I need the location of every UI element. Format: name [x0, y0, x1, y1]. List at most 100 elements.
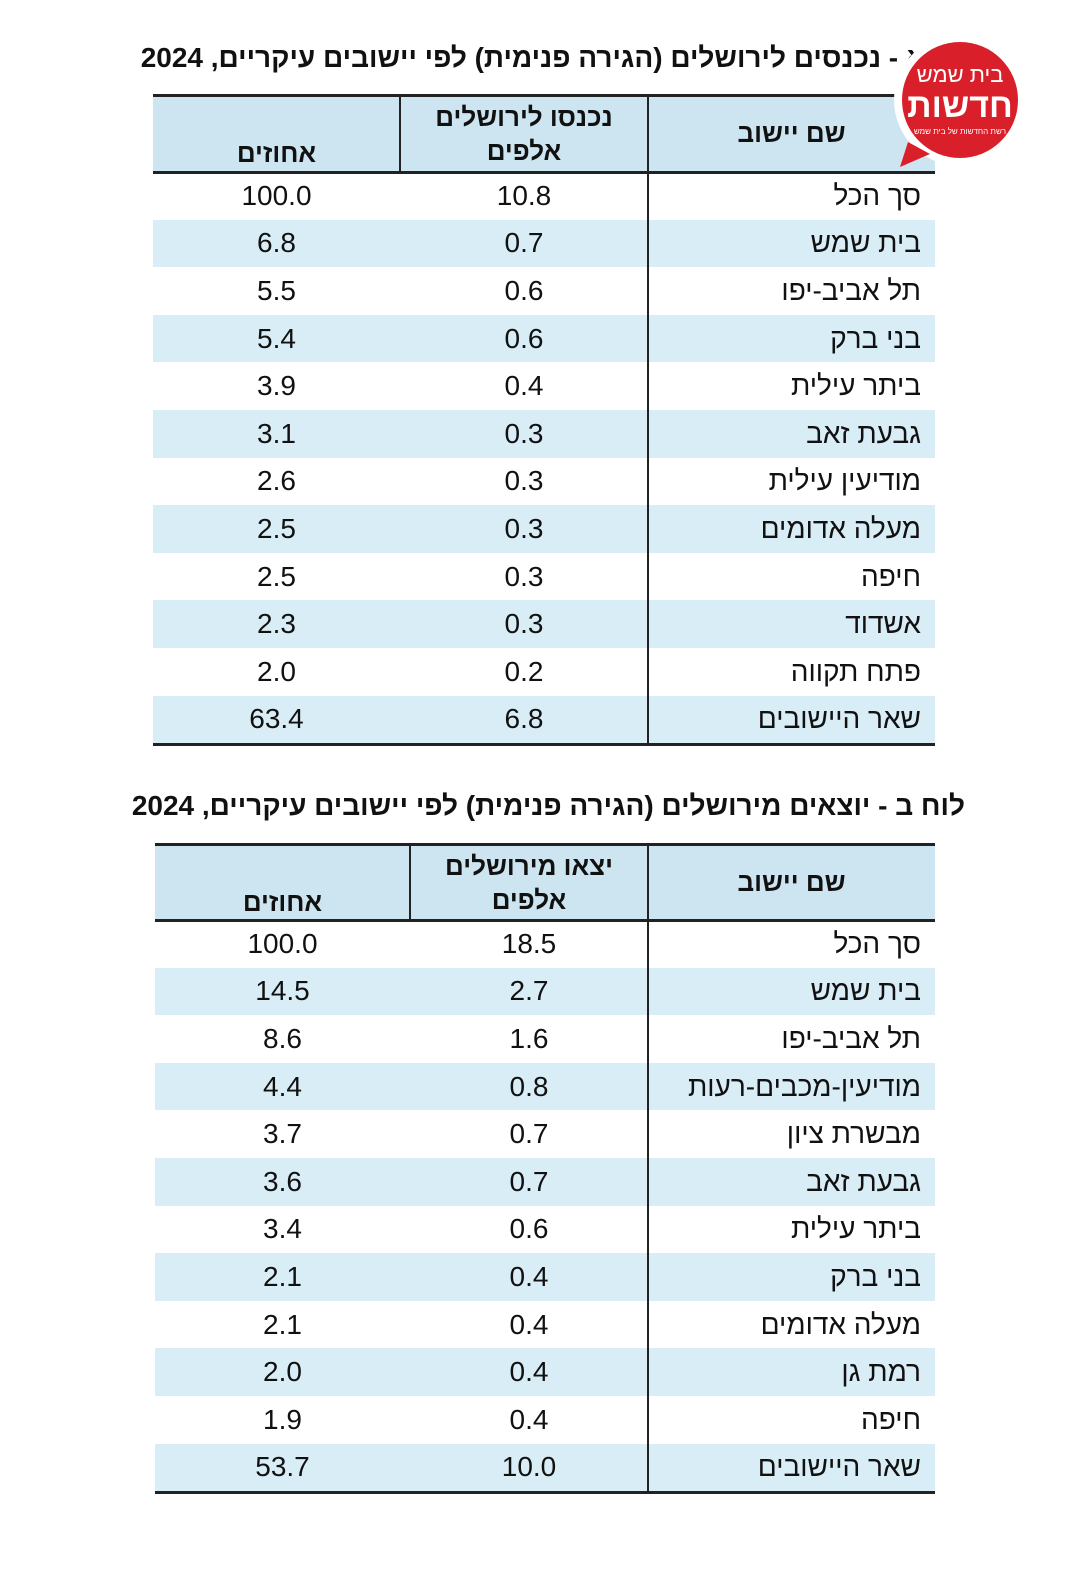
settlement-name: ביתר עילית: [790, 1213, 921, 1245]
row-band: [155, 1062, 935, 1111]
table-border: [153, 94, 935, 97]
logo-main: חדשות: [907, 87, 1013, 125]
percent: 2.3: [257, 608, 296, 640]
settlement-name: חיפה: [861, 1403, 921, 1435]
percent: 3.7: [263, 1118, 302, 1150]
percent: 3.1: [257, 417, 296, 449]
count-thousands: 1.6: [509, 1022, 549, 1054]
header-count: יצאו מירושלים: [445, 851, 613, 881]
percent: 100.0: [247, 927, 318, 959]
row-band: [155, 967, 935, 1016]
percent: 8.6: [263, 1022, 302, 1054]
count-thousands: 10.0: [501, 1451, 557, 1483]
percent: 3.6: [263, 1165, 302, 1197]
percent: 63.4: [249, 703, 304, 735]
count-thousands: 18.5: [501, 927, 557, 959]
row-band: [155, 1443, 935, 1492]
settlement-name: מעלה אדומים: [760, 1308, 921, 1340]
percent: 5.4: [257, 322, 296, 354]
table-border: [153, 171, 935, 174]
row-band: [155, 1348, 935, 1396]
percent: 6.8: [257, 227, 296, 259]
count-thousands: 0.6: [509, 1213, 549, 1245]
settlement-name: מבשרת ציון: [786, 1118, 921, 1150]
count-thousands: 0.7: [509, 1165, 549, 1197]
logo-tagline: רשת החדשות של בית שמש: [914, 127, 1006, 136]
logo-circle: [902, 42, 1018, 158]
percent: 2.0: [263, 1356, 302, 1388]
count-thousands: 0.3: [504, 512, 544, 544]
settlement-name: ביתר עילית: [790, 370, 921, 402]
count-thousands: 0.7: [504, 227, 544, 259]
logo-tail: [900, 142, 930, 167]
settlement-name: מעלה אדומים: [760, 512, 921, 544]
percent: 3.9: [257, 370, 296, 402]
percent: 3.4: [263, 1213, 302, 1245]
row-band: [153, 410, 935, 458]
header-row: [155, 845, 935, 920]
row-band: [153, 695, 935, 744]
settlement-name: מודיעין-מכבים-רעות: [687, 1070, 921, 1102]
settlement-name: רמת גן: [841, 1356, 921, 1388]
settlement-name: סך הכל: [833, 179, 921, 211]
percent: 2.0: [257, 655, 296, 687]
percent: 14.5: [255, 975, 310, 1007]
settlement-name: שאר היישובים: [757, 1451, 921, 1483]
count-thousands: 0.4: [509, 1356, 549, 1388]
percent: 53.7: [255, 1451, 310, 1483]
settlement-name: סך הכל: [833, 927, 921, 959]
percent: 100.0: [241, 179, 312, 211]
column-divider: [399, 96, 401, 172]
count-thousands: 0.6: [504, 274, 544, 306]
settlement-name: תל אביב-יפו: [781, 274, 921, 306]
header-name: שם יישוב: [737, 867, 846, 897]
count-thousands: 0.2: [504, 655, 544, 687]
column-divider: [647, 96, 649, 744]
percent: 2.1: [263, 1308, 302, 1340]
count-thousands: 2.7: [509, 975, 549, 1007]
table-border: [155, 1491, 935, 1495]
row-band: [155, 1158, 935, 1206]
table-title: א - נכנסים לירושלים (הגירה פנימית) לפי י…: [140, 42, 925, 73]
settlement-name: גבעת זאב: [806, 417, 921, 449]
settlement-name: מודיעין עילית: [768, 465, 921, 497]
settlement-name: בני ברק: [830, 1260, 921, 1292]
header-count-unit: אלפים: [491, 885, 567, 915]
table-title: לוח ב - יוצאים מירושלים (הגירה פנימית) ל…: [131, 790, 965, 821]
settlement-name: גבעת זאב: [806, 1165, 921, 1197]
percent: 2.5: [257, 512, 296, 544]
settlement-name: שאר היישובים: [757, 703, 921, 735]
count-thousands: 0.4: [509, 1403, 549, 1435]
table-border: [155, 843, 935, 846]
header-percent: אחוזים: [242, 887, 323, 917]
row-band: [155, 1253, 935, 1301]
row-band: [153, 600, 935, 648]
count-thousands: 0.3: [504, 560, 544, 592]
row-band: [153, 314, 935, 363]
count-thousands: 0.4: [504, 370, 544, 402]
logo: בית שמש חדשות רשת החדשות של בית שמש: [894, 34, 1026, 167]
row-band: [153, 505, 935, 553]
percent: 2.5: [257, 560, 296, 592]
settlement-name: חיפה: [861, 560, 921, 592]
percent: 4.4: [263, 1070, 302, 1102]
count-thousands: 10.8: [496, 179, 552, 211]
table-border: [155, 919, 935, 922]
settlement-name: בני ברק: [830, 322, 921, 354]
header-count: נכנסו לירושלים: [435, 102, 613, 132]
count-thousands: 0.6: [504, 322, 544, 354]
settlement-name: תל אביב-יפו: [781, 1022, 921, 1054]
settlement-name: בית שמש: [810, 975, 921, 1007]
settlement-name: בית שמש: [810, 227, 921, 259]
count-thousands: 0.3: [504, 465, 544, 497]
settlement-name: פתח תקווה: [790, 655, 921, 687]
count-thousands: 6.8: [504, 703, 544, 735]
percent: 2.6: [257, 465, 296, 497]
count-thousands: 0.8: [509, 1070, 549, 1102]
percent: 2.1: [263, 1260, 302, 1292]
count-thousands: 0.4: [509, 1260, 549, 1292]
count-thousands: 0.3: [504, 417, 544, 449]
row-band: [153, 219, 935, 268]
header-name: שם יישוב: [737, 118, 846, 148]
